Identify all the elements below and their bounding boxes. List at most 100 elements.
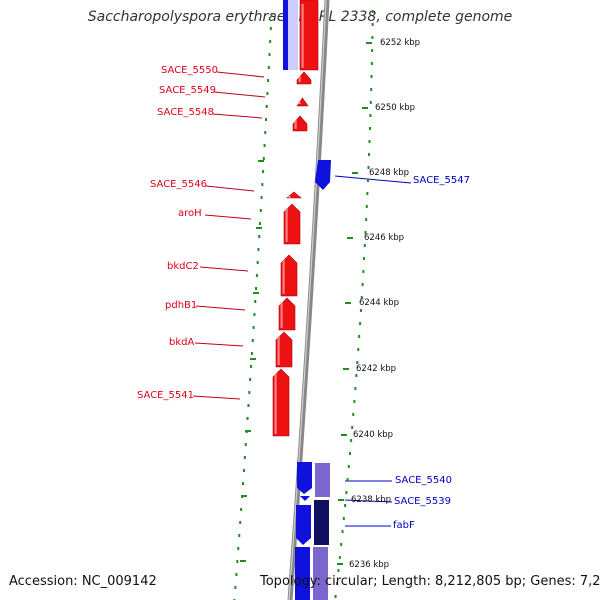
gene-label: SACE_5547 — [413, 175, 470, 186]
tick-dot — [366, 179, 369, 182]
topology-text: Topology: circular; Length: 8,212,805 bp… — [260, 574, 600, 589]
gene-highlight — [285, 208, 288, 242]
tick-label: 6244 kbp — [359, 298, 400, 308]
tick-label: 6236 kbp — [349, 560, 390, 570]
tick-dot — [270, 14, 273, 17]
major-tick — [362, 107, 368, 109]
tick-dot — [347, 465, 350, 468]
gene-leader-line — [213, 91, 266, 98]
tick-dot — [247, 404, 250, 407]
tick-dot — [365, 205, 368, 208]
major-tick — [338, 499, 344, 501]
tick-dot — [337, 569, 340, 572]
tick-dot — [252, 326, 255, 329]
tick-dot — [336, 582, 339, 585]
gene-label: bkdA — [169, 337, 195, 348]
tick-dot — [255, 274, 258, 277]
tick-dot — [244, 443, 247, 446]
tick-dot — [334, 595, 337, 598]
gene-leader-line — [194, 342, 244, 347]
major-tick — [337, 563, 343, 565]
tick-dot — [246, 417, 249, 420]
tick-dot — [359, 322, 362, 325]
gene-highlight — [282, 259, 285, 294]
tick-label: 6252 kbp — [380, 38, 421, 48]
major-tick — [341, 434, 347, 436]
tick-dot — [345, 491, 348, 494]
gene-label: pdhB1 — [165, 300, 198, 311]
tick-dot — [259, 209, 262, 212]
tick-dot — [262, 157, 265, 160]
tick-dot — [256, 261, 259, 264]
tick-dot — [240, 508, 243, 511]
tick-dot — [338, 556, 341, 559]
gene-leader-line — [192, 395, 241, 400]
tick-dot — [357, 348, 360, 351]
gene-label: fabF — [393, 520, 415, 531]
gene-label: SACE_5548 — [157, 107, 214, 118]
gene-label: bkdC2 — [167, 261, 199, 272]
tick-dot — [368, 127, 371, 130]
tick-dot — [243, 456, 246, 459]
tick-label: 6240 kbp — [353, 430, 394, 440]
major-tick — [240, 560, 246, 562]
forward-gene — [280, 254, 298, 297]
gene-label: aroH — [178, 208, 202, 219]
tick-dot — [248, 391, 251, 394]
gene-label: SACE_5546 — [150, 179, 207, 190]
reverse-gene — [300, 496, 310, 501]
tick-dot — [368, 140, 371, 143]
tick-dot — [257, 248, 260, 251]
major-tick — [250, 358, 256, 360]
tick-dot — [269, 40, 272, 43]
tick-dot — [242, 482, 245, 485]
gene-highlight — [301, 4, 304, 68]
tick-dot — [371, 23, 374, 26]
major-tick — [245, 430, 251, 432]
tick-dot — [359, 309, 362, 312]
tick-label: 6246 kbp — [364, 233, 405, 243]
tick-dot — [235, 573, 238, 576]
tick-dot — [371, 10, 374, 13]
tick-dot — [242, 469, 245, 472]
gene-highlight — [280, 302, 283, 328]
accession-text: Accession: NC_009142 — [9, 574, 157, 589]
tick-dot — [251, 339, 254, 342]
tick-dot — [363, 244, 366, 247]
tick-dot — [342, 517, 345, 520]
major-tick — [343, 368, 349, 370]
gene-highlight — [274, 373, 277, 434]
tick-dot — [264, 131, 267, 134]
tick-dot — [250, 352, 253, 355]
tick-dot — [348, 452, 351, 455]
tick-label: 6248 kbp — [369, 168, 410, 178]
gene-highlight — [288, 196, 291, 198]
tick-dot — [259, 222, 262, 225]
tick-dot — [234, 586, 237, 589]
tick-dot — [236, 560, 239, 563]
tick-dot — [340, 543, 343, 546]
tick-dot — [253, 313, 256, 316]
major-tick — [345, 302, 351, 304]
gene-highlight — [298, 76, 301, 82]
forward-gene — [272, 368, 290, 437]
tick-dot — [258, 235, 261, 238]
tick-dot — [368, 153, 371, 156]
reverse-gene-block — [315, 463, 330, 497]
tick-dot — [352, 413, 355, 416]
gene-label: SACE_5541 — [137, 390, 194, 401]
reverse-gene — [295, 547, 310, 600]
tick-dot — [361, 283, 364, 286]
tick-dot — [370, 62, 373, 65]
gene-label: SACE_5549 — [159, 85, 216, 96]
tick-dot — [250, 365, 253, 368]
tick-label: 6250 kbp — [375, 103, 416, 113]
reverse-gene-block — [314, 500, 329, 545]
tick-dot — [350, 439, 353, 442]
tick-dot — [371, 49, 374, 52]
tick-dot — [354, 387, 357, 390]
tick-dot — [239, 521, 242, 524]
tick-dot — [267, 79, 270, 82]
